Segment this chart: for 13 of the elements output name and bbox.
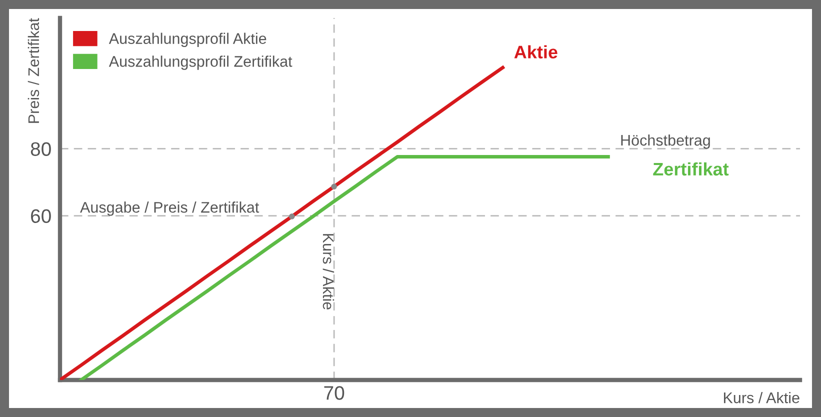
ref-line-label: Höchstbetrag [621, 134, 710, 149]
ref-line-label: Kurs / Aktie [322, 234, 334, 310]
line-series [79, 155, 610, 380]
legend-label: Auszahlungsprofil Zertifikat [108, 56, 292, 70]
y-tick-label: 80 [30, 142, 51, 156]
ref-line-label: Ausgabe / Preis / Zertifikat [80, 202, 260, 216]
annotation: Zertifikat [653, 162, 729, 176]
y-tick-label: 60 [31, 209, 51, 223]
x-axis-title: Kurs / Aktie [724, 392, 800, 404]
annotation: Aktie [514, 45, 558, 58]
legend-label: Auszahlungsprofil Aktie [108, 32, 266, 47]
x-tick-label: 70 [324, 386, 344, 400]
y-axis-title: Preis / Zertifikat [28, 18, 40, 123]
